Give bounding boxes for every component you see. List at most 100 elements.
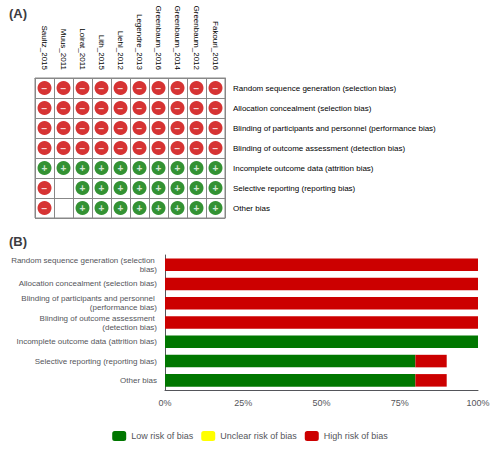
- svg-text:−: −: [61, 83, 67, 94]
- svg-text:−: −: [194, 123, 200, 134]
- svg-text:(performance bias): (performance bias): [90, 303, 157, 312]
- svg-text:+: +: [213, 163, 219, 174]
- svg-text:−: −: [80, 83, 86, 94]
- svg-text:+: +: [61, 163, 67, 174]
- svg-text:Random sequence generation (se: Random sequence generation (selection bi…: [233, 84, 397, 93]
- svg-text:75%: 75%: [391, 398, 409, 408]
- svg-text:+: +: [99, 203, 105, 214]
- svg-text:−: −: [156, 103, 162, 114]
- svg-text:+: +: [80, 163, 86, 174]
- svg-text:Incomplete outcome data (attri: Incomplete outcome data (attrition bias): [16, 337, 157, 346]
- svg-text:Low risk of bias: Low risk of bias: [131, 431, 194, 441]
- svg-text:−: −: [61, 143, 67, 154]
- svg-text:−: −: [80, 103, 86, 114]
- svg-text:Other bias: Other bias: [233, 204, 270, 213]
- svg-text:+: +: [137, 203, 143, 214]
- svg-text:Fakouri_2016: Fakouri_2016: [211, 21, 220, 70]
- svg-text:0%: 0%: [158, 398, 171, 408]
- svg-text:−: −: [118, 83, 124, 94]
- svg-text:+: +: [213, 203, 219, 214]
- svg-text:Blinding of participants and p: Blinding of participants and personnel (…: [233, 124, 436, 133]
- svg-text:+: +: [42, 163, 48, 174]
- svg-text:Allocation concealment (select: Allocation concealment (selection bias): [19, 279, 158, 288]
- svg-text:Unclear risk of bias: Unclear risk of bias: [220, 431, 297, 441]
- svg-text:+: +: [194, 203, 200, 214]
- svg-text:Loirat_2011: Loirat_2011: [78, 28, 87, 70]
- svg-text:Saultz_2015: Saultz_2015: [40, 26, 49, 71]
- svg-text:50%: 50%: [312, 398, 330, 408]
- svg-text:+: +: [99, 163, 105, 174]
- svg-text:−: −: [213, 143, 219, 154]
- svg-text:25%: 25%: [234, 398, 252, 408]
- svg-text:−: −: [175, 123, 181, 134]
- svg-text:Random sequence generation (se: Random sequence generation (selection: [11, 256, 157, 265]
- svg-text:−: −: [194, 83, 200, 94]
- svg-text:−: −: [175, 103, 181, 114]
- svg-text:+: +: [213, 183, 219, 194]
- svg-text:Lith_2015: Lith_2015: [97, 35, 106, 71]
- svg-text:−: −: [137, 103, 143, 114]
- svg-text:−: −: [175, 143, 181, 154]
- svg-text:−: −: [42, 83, 48, 94]
- svg-text:+: +: [80, 183, 86, 194]
- svg-text:−: −: [42, 103, 48, 114]
- svg-text:−: −: [156, 143, 162, 154]
- svg-text:−: −: [213, 103, 219, 114]
- svg-text:Other bias: Other bias: [120, 376, 157, 385]
- svg-text:Selective reporting (reporting: Selective reporting (reporting bias): [233, 184, 356, 193]
- svg-text:High risk of bias: High risk of bias: [324, 431, 389, 441]
- svg-text:−: −: [137, 143, 143, 154]
- svg-text:Allocation concealment (select: Allocation concealment (selection bias): [233, 104, 372, 113]
- svg-text:−: −: [175, 83, 181, 94]
- svg-text:−: −: [99, 143, 105, 154]
- svg-text:−: −: [42, 123, 48, 134]
- svg-text:−: −: [137, 123, 143, 134]
- svg-text:+: +: [137, 163, 143, 174]
- svg-text:Blinding of participants and p: Blinding of participants and personnel: [21, 294, 157, 303]
- svg-text:+: +: [194, 183, 200, 194]
- svg-text:−: −: [61, 123, 67, 134]
- svg-text:+: +: [175, 163, 181, 174]
- svg-text:+: +: [175, 203, 181, 214]
- svg-text:−: −: [118, 123, 124, 134]
- svg-text:+: +: [156, 163, 162, 174]
- svg-text:−: −: [99, 83, 105, 94]
- svg-text:−: −: [80, 143, 86, 154]
- svg-text:+: +: [156, 183, 162, 194]
- svg-text:Incomplete outcome data (attri: Incomplete outcome data (attrition bias): [233, 164, 374, 173]
- svg-text:−: −: [194, 143, 200, 154]
- svg-text:(detection bias): (detection bias): [102, 323, 157, 332]
- svg-text:+: +: [156, 203, 162, 214]
- svg-text:Greenbaum_2014: Greenbaum_2014: [173, 6, 182, 71]
- svg-text:−: −: [118, 143, 124, 154]
- svg-text:Blinding of outcome assessment: Blinding of outcome assessment (detectio…: [233, 144, 405, 153]
- svg-text:−: −: [99, 123, 105, 134]
- svg-text:+: +: [194, 163, 200, 174]
- svg-text:Greenbaum_2012: Greenbaum_2012: [192, 6, 201, 71]
- svg-text:Selective reporting (reporting: Selective reporting (reporting bias): [35, 357, 158, 366]
- svg-text:+: +: [80, 203, 86, 214]
- svg-text:(B): (B): [9, 234, 27, 249]
- svg-text:Blinding of outcome assessment: Blinding of outcome assessment: [40, 314, 157, 323]
- svg-text:Legendre_2013: Legendre_2013: [135, 14, 144, 71]
- svg-text:Greenbaum_2016: Greenbaum_2016: [154, 6, 163, 71]
- svg-text:−: −: [194, 103, 200, 114]
- svg-text:−: −: [213, 83, 219, 94]
- svg-text:−: −: [156, 123, 162, 134]
- svg-text:+: +: [99, 183, 105, 194]
- svg-text:(A): (A): [9, 6, 27, 21]
- svg-text:+: +: [118, 163, 124, 174]
- svg-text:+: +: [137, 183, 143, 194]
- svg-text:−: −: [42, 183, 48, 194]
- svg-text:bias): bias): [140, 265, 158, 274]
- svg-text:−: −: [137, 83, 143, 94]
- svg-text:−: −: [80, 123, 86, 134]
- svg-text:−: −: [99, 103, 105, 114]
- svg-text:Muus_2011: Muus_2011: [59, 29, 68, 71]
- svg-text:−: −: [156, 83, 162, 94]
- svg-text:+: +: [118, 183, 124, 194]
- svg-text:+: +: [118, 203, 124, 214]
- svg-text:100%: 100%: [466, 398, 489, 408]
- svg-text:−: −: [118, 103, 124, 114]
- svg-text:−: −: [61, 103, 67, 114]
